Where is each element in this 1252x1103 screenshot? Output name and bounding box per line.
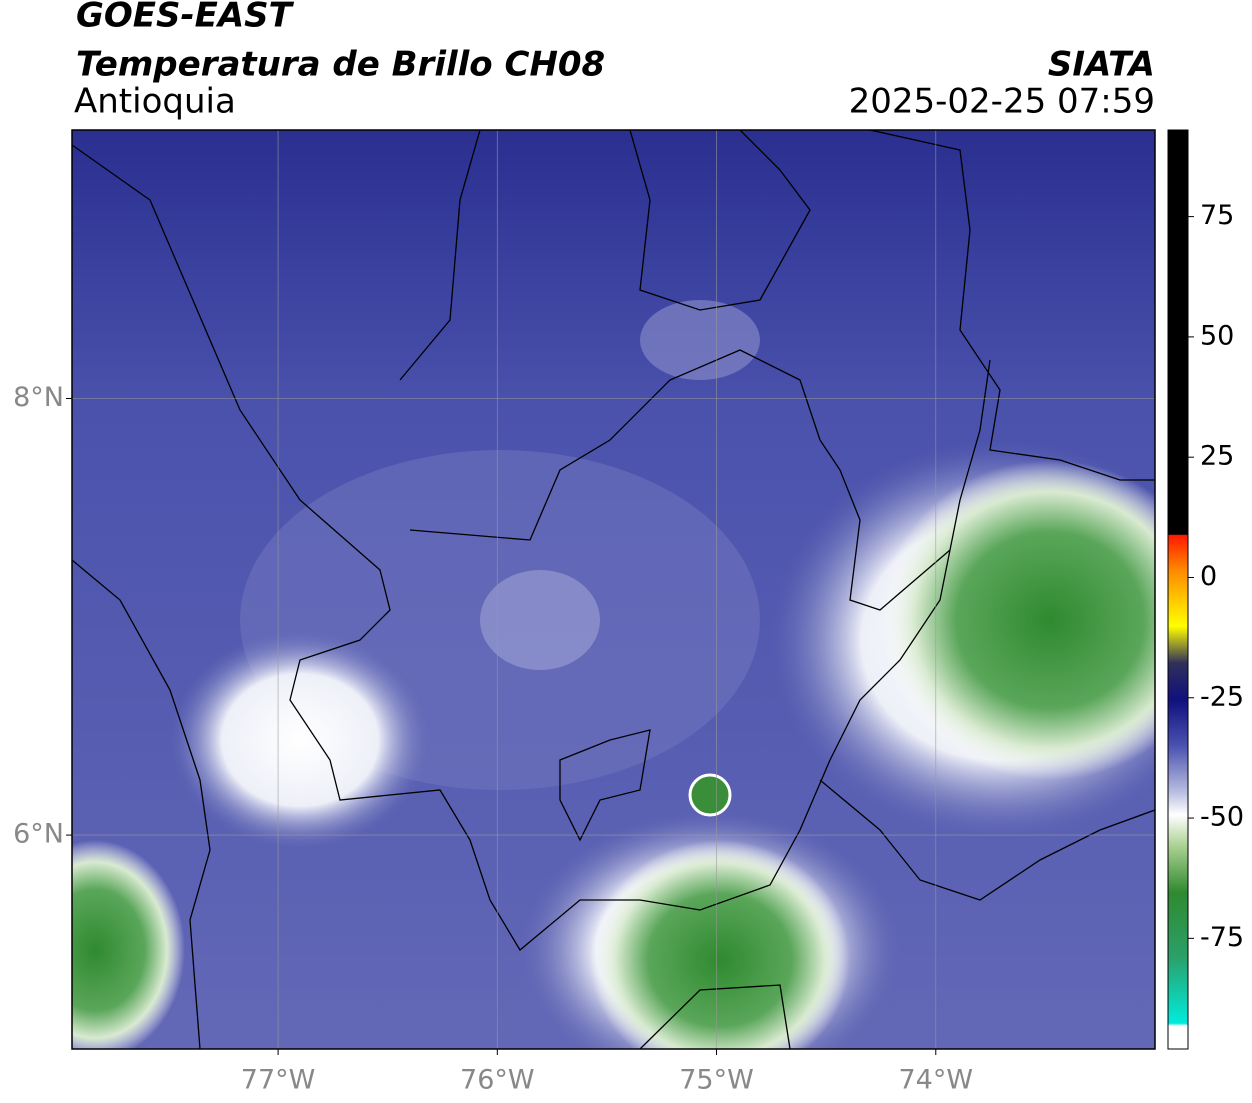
- x-tick-label: 75°W: [679, 1065, 754, 1096]
- satellite-image: [72, 130, 1155, 1049]
- colorbar-label: 0: [1200, 561, 1217, 592]
- source: SIATA: [1048, 45, 1155, 85]
- y-tick-label: 8°N: [13, 382, 64, 413]
- colorbar-label: 50: [1200, 320, 1234, 351]
- x-tick-label: 76°W: [460, 1065, 535, 1096]
- colorbar-label: -50: [1200, 802, 1244, 833]
- y-tick-label: 6°N: [13, 819, 64, 850]
- colorbar-label: -25: [1200, 681, 1244, 712]
- title: GOES-EAST: [76, 0, 295, 36]
- colorbar-label: 25: [1200, 441, 1234, 472]
- x-tick-label: 77°W: [241, 1065, 316, 1096]
- colorbar-label: -75: [1200, 922, 1244, 953]
- datetime: 2025-02-25 07:59: [849, 82, 1155, 122]
- colorbar: [1167, 129, 1189, 1050]
- colorbar-label: 75: [1200, 200, 1234, 231]
- subtitle: Temperatura de Brillo CH08: [76, 45, 605, 85]
- map-frame: [71, 129, 1156, 1050]
- x-tick-label: 74°W: [898, 1065, 973, 1096]
- region: Antioquia: [74, 82, 236, 122]
